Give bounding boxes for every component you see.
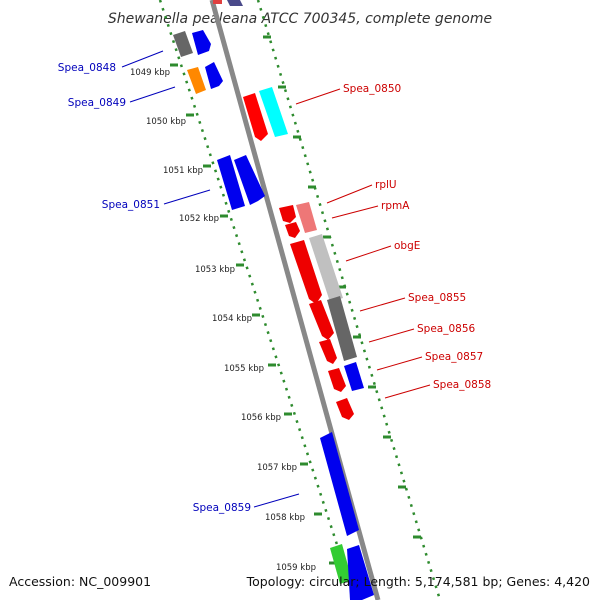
leader-spea-0858	[384, 384, 431, 399]
gene-label-obge[interactable]: obgE	[394, 240, 420, 252]
gene-label-spea-0859[interactable]: Spea_0859	[193, 502, 251, 514]
gene-label-spea-0850[interactable]: Spea_0850	[343, 83, 401, 95]
scale-label: 1056 kbp	[241, 413, 281, 423]
gene-label-rplu[interactable]: rplU	[375, 179, 397, 191]
leader-rpma	[331, 205, 379, 219]
gene-cyan[interactable]	[259, 87, 288, 137]
scale-label: 1052 kbp	[179, 214, 219, 224]
scale-labels: 1049 kbp 1050 kbp 1051 kbp 1052 kbp 1053…	[130, 68, 316, 573]
forward-genes	[173, 0, 374, 600]
forward-gene-labels: Spea_0848 Spea_0849 Spea_0851 Spea_0859	[58, 62, 251, 514]
genome-summary-text: Topology: circular; Length: 5,174,581 bp…	[246, 574, 590, 589]
scale-label: 1057 kbp	[257, 463, 297, 473]
gene-spea-0858[interactable]	[336, 398, 354, 420]
gene-spea-0848-gray[interactable]	[173, 31, 193, 57]
scale-label: 1053 kbp	[195, 265, 235, 275]
gene-spea-0850[interactable]	[243, 93, 268, 141]
leader-spea-0851	[163, 189, 211, 205]
gene-obge[interactable]	[309, 234, 343, 302]
gene-label-spea-0851[interactable]: Spea_0851	[102, 199, 160, 211]
gene-spea-0849[interactable]	[187, 67, 206, 94]
gene-spea-0851[interactable]	[234, 155, 265, 205]
leader-spea-0849	[129, 86, 176, 103]
gene-obge-red[interactable]	[290, 240, 322, 304]
gene-rpmA-pink[interactable]	[296, 202, 317, 233]
gene-top-navy[interactable]	[227, 0, 243, 6]
scale-label: 1049 kbp	[130, 68, 170, 78]
gene-bottom-blue[interactable]	[347, 545, 374, 600]
right-major-ticks	[263, 35, 421, 539]
reverse-genes	[243, 87, 364, 420]
gene-spea-0857[interactable]	[328, 368, 346, 392]
left-scale-line	[158, 0, 357, 600]
map-title: Shewanella pealeana ATCC 700345, complet…	[108, 11, 492, 27]
gene-label-spea-0858[interactable]: Spea_0858	[433, 379, 491, 391]
leader-obge	[345, 245, 392, 262]
scale-label: 1059 kbp	[276, 563, 316, 573]
reverse-gene-labels: Spea_0850 rplU rpmA obgE Spea_0855 Spea_…	[343, 83, 491, 391]
gene-label-rpma[interactable]: rpmA	[381, 200, 410, 212]
gene-rpma[interactable]	[285, 222, 300, 238]
leader-spea-0856	[368, 328, 415, 343]
gene-label-spea-0857[interactable]: Spea_0857	[425, 351, 483, 363]
gene-orange-adjacent-blue[interactable]	[205, 62, 223, 89]
reverse-leader-lines	[295, 88, 431, 399]
gene-label-spea-0855[interactable]: Spea_0855	[408, 292, 466, 304]
gene-spea-0848[interactable]	[192, 30, 211, 55]
gene-spea-0857-red[interactable]	[319, 339, 337, 364]
leader-spea-0855	[359, 297, 406, 312]
leader-spea-0857	[376, 356, 423, 371]
accession-text: Accession: NC_009901	[9, 574, 151, 589]
gene-spea-0851-a[interactable]	[217, 155, 245, 210]
gene-label-spea-0848[interactable]: Spea_0848	[58, 62, 116, 74]
scale-lines	[158, 0, 442, 600]
scale-label: 1058 kbp	[265, 513, 305, 523]
leader-spea-0850	[295, 88, 341, 105]
leader-rplu	[326, 184, 373, 204]
gene-spea-0856[interactable]	[327, 296, 357, 361]
gene-top-red[interactable]	[213, 0, 222, 4]
gene-spea-0857-blue[interactable]	[344, 362, 364, 391]
scale-label: 1051 kbp	[163, 166, 203, 176]
left-major-ticks	[170, 63, 337, 565]
scale-label: 1054 kbp	[212, 314, 252, 324]
forward-leader-lines	[121, 50, 300, 508]
gene-label-spea-0849[interactable]: Spea_0849	[68, 97, 126, 109]
scale-label: 1050 kbp	[146, 117, 186, 127]
gene-green[interactable]	[330, 544, 352, 584]
gene-label-spea-0856[interactable]: Spea_0856	[417, 323, 476, 335]
leader-spea-0859	[253, 493, 300, 508]
gene-spea-0855[interactable]	[309, 300, 334, 340]
leader-spea-0848	[121, 50, 164, 68]
gene-rplu[interactable]	[279, 205, 296, 223]
gene-spea-0859[interactable]	[320, 432, 359, 536]
right-scale-line	[256, 0, 442, 600]
scale-label: 1055 kbp	[224, 364, 264, 374]
